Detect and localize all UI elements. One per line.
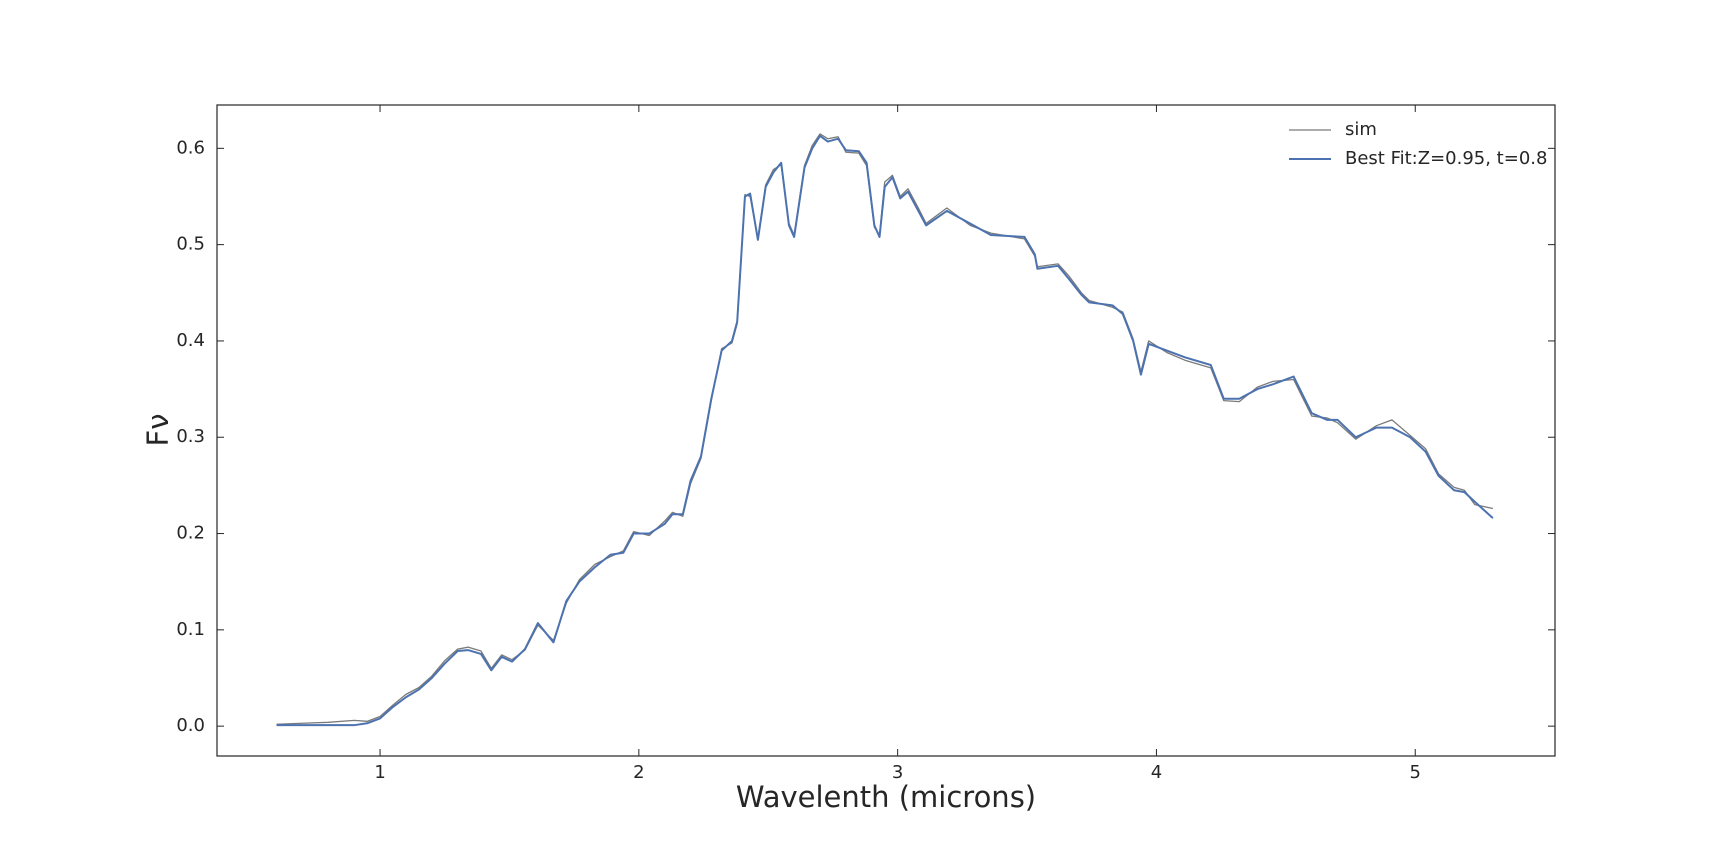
y-tick-label: 0.5 xyxy=(176,234,205,255)
y-tick-label: 0.4 xyxy=(176,330,205,351)
x-axis-label: Wavelenth (microns) xyxy=(736,780,1036,814)
legend-label: sim xyxy=(1345,119,1377,140)
y-axis-label: Fν xyxy=(141,414,175,447)
x-tick-label: 4 xyxy=(1151,762,1162,783)
y-tick-label: 0.2 xyxy=(176,523,205,544)
y-tick-label: 0.1 xyxy=(176,619,205,640)
x-tick-label: 5 xyxy=(1410,762,1421,783)
x-tick-label: 3 xyxy=(892,762,903,783)
x-tick-label: 1 xyxy=(374,762,385,783)
legend-label: Best Fit:Z=0.95, t=0.8 xyxy=(1345,148,1547,169)
y-tick-label: 0.0 xyxy=(176,715,205,736)
x-tick-label: 2 xyxy=(633,762,644,783)
y-tick-label: 0.3 xyxy=(176,426,205,447)
plot-frame xyxy=(216,104,1556,757)
series-line xyxy=(276,133,1494,725)
y-tick-label: 0.6 xyxy=(176,137,205,158)
series-line xyxy=(276,134,1494,727)
